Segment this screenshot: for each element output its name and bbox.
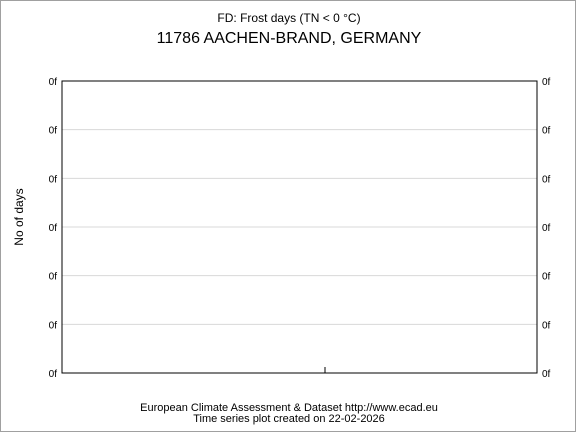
y-axis-label: No of days [12,188,26,245]
y-tick-label-right: 0f [542,223,551,234]
y-tick-label-right: 0f [542,77,551,88]
chart-subtitle: 11786 AACHEN-BRAND, GERMANY [157,30,422,47]
y-tick-label-right: 0f [542,126,551,137]
chart-title: FD: Frost days (TN < 0 °C) [217,11,360,25]
y-tick-label-left: 0f [49,223,58,234]
y-tick-label-left: 0f [49,77,58,88]
y-tick-label-right: 0f [542,320,551,331]
y-tick-label-left: 0f [49,369,58,380]
y-tick-label-left: 0f [49,320,58,331]
plot-frame [61,80,538,374]
footer-source: European Climate Assessment & Dataset ht… [140,402,438,414]
y-tick-label-left: 0f [49,174,58,185]
footer-created: Time series plot created on 22-02-2026 [193,413,385,425]
y-tick-label-right: 0f [542,272,551,283]
y-tick-label-right: 0f [542,174,551,185]
y-tick-label-left: 0f [49,126,58,137]
y-tick-label-left: 0f [49,272,58,283]
y-tick-labels: 0f 0f 0f 0f 0f 0f 0f 0f 0f 0f 0f 0f 0f 0f [49,77,551,380]
grid-lines [62,129,537,325]
y-tick-label-right: 0f [542,369,551,380]
